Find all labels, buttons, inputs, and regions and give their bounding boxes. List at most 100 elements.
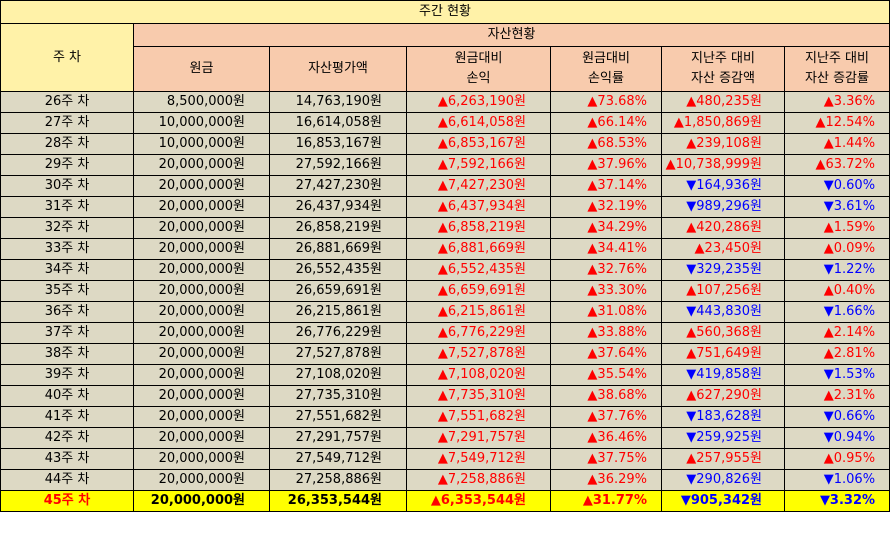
rate-cell[interactable]: ▲66.14%: [550, 112, 662, 134]
week-cell[interactable]: 30주 차: [0, 175, 134, 197]
week-cell[interactable]: 43주 차: [0, 448, 134, 470]
rate-cell[interactable]: ▲34.41%: [550, 238, 662, 260]
principal-cell[interactable]: 8,500,000원: [133, 91, 270, 113]
week-cell[interactable]: 33주 차: [0, 238, 134, 260]
weekly-change-column-header[interactable]: 지난주 대비 자산 증감액: [661, 46, 785, 92]
weekly-rate-cell[interactable]: ▼1.53%: [783, 364, 891, 386]
week-cell[interactable]: 28주 차: [0, 133, 134, 155]
valuation-cell[interactable]: 27,551,682원: [269, 406, 407, 428]
table-title[interactable]: 주간 현황: [0, 0, 891, 24]
principal-cell[interactable]: 20,000,000원: [133, 448, 270, 470]
weekly-change-cell[interactable]: ▲1,850,869원: [661, 112, 785, 134]
weekly-rate-cell[interactable]: ▼1.22%: [783, 259, 891, 281]
rate-cell[interactable]: ▲37.76%: [550, 406, 662, 428]
weekly-rate-cell[interactable]: ▼3.32%: [783, 490, 891, 512]
weekly-change-cell[interactable]: ▼443,830원: [661, 301, 785, 323]
weekly-rate-cell[interactable]: ▲2.81%: [783, 343, 891, 365]
week-cell[interactable]: 45주 차: [0, 490, 134, 512]
rate-cell[interactable]: ▲73.68%: [550, 91, 662, 113]
principal-cell[interactable]: 20,000,000원: [133, 175, 270, 197]
profit-cell[interactable]: ▲6,853,167원: [406, 133, 551, 155]
rate-cell[interactable]: ▲68.53%: [550, 133, 662, 155]
valuation-cell[interactable]: 26,858,219원: [269, 217, 407, 239]
rate-cell[interactable]: ▲33.88%: [550, 322, 662, 344]
weekly-change-cell[interactable]: ▲10,738,999원: [661, 154, 785, 176]
week-cell[interactable]: 37주 차: [0, 322, 134, 344]
weekly-rate-column-header[interactable]: 지난주 대비 자산 증감률: [783, 46, 891, 92]
valuation-cell[interactable]: 26,881,669원: [269, 238, 407, 260]
rate-cell[interactable]: ▲31.77%: [550, 490, 662, 512]
weekly-change-cell[interactable]: ▲257,955원: [661, 448, 785, 470]
rate-cell[interactable]: ▲37.64%: [550, 343, 662, 365]
rate-column-header[interactable]: 원금대비 손익률: [550, 46, 662, 92]
principal-cell[interactable]: 10,000,000원: [133, 112, 270, 134]
weekly-change-cell[interactable]: ▲627,290원: [661, 385, 785, 407]
valuation-cell[interactable]: 27,108,020원: [269, 364, 407, 386]
weekly-change-cell[interactable]: ▼290,826원: [661, 469, 785, 491]
profit-cell[interactable]: ▲7,549,712원: [406, 448, 551, 470]
profit-cell[interactable]: ▲6,353,544원: [406, 490, 551, 512]
profit-cell[interactable]: ▲7,427,230원: [406, 175, 551, 197]
profit-cell[interactable]: ▲6,858,219원: [406, 217, 551, 239]
weekly-change-cell[interactable]: ▲480,235원: [661, 91, 785, 113]
weekly-change-cell[interactable]: ▼905,342원: [661, 490, 785, 512]
principal-cell[interactable]: 20,000,000원: [133, 490, 270, 512]
weekly-change-cell[interactable]: ▲107,256원: [661, 280, 785, 302]
principal-cell[interactable]: 20,000,000원: [133, 280, 270, 302]
weekly-rate-cell[interactable]: ▼1.66%: [783, 301, 891, 323]
week-cell[interactable]: 42주 차: [0, 427, 134, 449]
asset-status-group-header[interactable]: 자산현황: [132, 23, 891, 47]
principal-cell[interactable]: 20,000,000원: [133, 238, 270, 260]
week-cell[interactable]: 41주 차: [0, 406, 134, 428]
weekly-rate-cell[interactable]: ▲1.59%: [783, 217, 891, 239]
valuation-cell[interactable]: 16,853,167원: [269, 133, 407, 155]
rate-cell[interactable]: ▲37.75%: [550, 448, 662, 470]
weekly-rate-cell[interactable]: ▲3.36%: [783, 91, 891, 113]
principal-cell[interactable]: 20,000,000원: [133, 469, 270, 491]
profit-cell[interactable]: ▲7,108,020원: [406, 364, 551, 386]
profit-cell[interactable]: ▲6,614,058원: [406, 112, 551, 134]
week-cell[interactable]: 31주 차: [0, 196, 134, 218]
weekly-change-cell[interactable]: ▲239,108원: [661, 133, 785, 155]
principal-cell[interactable]: 20,000,000원: [133, 427, 270, 449]
profit-cell[interactable]: ▲6,437,934원: [406, 196, 551, 218]
weekly-change-cell[interactable]: ▲751,649원: [661, 343, 785, 365]
valuation-cell[interactable]: 27,735,310원: [269, 385, 407, 407]
valuation-cell[interactable]: 14,763,190원: [269, 91, 407, 113]
rate-cell[interactable]: ▲38.68%: [550, 385, 662, 407]
rate-cell[interactable]: ▲36.29%: [550, 469, 662, 491]
valuation-cell[interactable]: 27,427,230원: [269, 175, 407, 197]
weekly-rate-cell[interactable]: ▲2.14%: [783, 322, 891, 344]
weekly-change-cell[interactable]: ▲560,368원: [661, 322, 785, 344]
weekly-change-cell[interactable]: ▲23,450원: [661, 238, 785, 260]
weekly-rate-cell[interactable]: ▲63.72%: [783, 154, 891, 176]
principal-cell[interactable]: 20,000,000원: [133, 385, 270, 407]
weekly-rate-cell[interactable]: ▼0.60%: [783, 175, 891, 197]
weekly-rate-cell[interactable]: ▲1.44%: [783, 133, 891, 155]
valuation-cell[interactable]: 26,552,435원: [269, 259, 407, 281]
weekly-rate-cell[interactable]: ▲2.31%: [783, 385, 891, 407]
valuation-cell[interactable]: 27,592,166원: [269, 154, 407, 176]
profit-cell[interactable]: ▲6,215,861원: [406, 301, 551, 323]
valuation-cell[interactable]: 27,549,712원: [269, 448, 407, 470]
weekly-rate-cell[interactable]: ▲12.54%: [783, 112, 891, 134]
week-cell[interactable]: 38주 차: [0, 343, 134, 365]
week-cell[interactable]: 40주 차: [0, 385, 134, 407]
valuation-cell[interactable]: 27,291,757원: [269, 427, 407, 449]
weekly-change-cell[interactable]: ▼259,925원: [661, 427, 785, 449]
weekly-rate-cell[interactable]: ▲0.95%: [783, 448, 891, 470]
rate-cell[interactable]: ▲37.96%: [550, 154, 662, 176]
principal-cell[interactable]: 20,000,000원: [133, 217, 270, 239]
profit-cell[interactable]: ▲6,881,669원: [406, 238, 551, 260]
valuation-cell[interactable]: 26,353,544원: [269, 490, 407, 512]
rate-cell[interactable]: ▲33.30%: [550, 280, 662, 302]
principal-cell[interactable]: 20,000,000원: [133, 322, 270, 344]
week-cell[interactable]: 27주 차: [0, 112, 134, 134]
principal-cell[interactable]: 20,000,000원: [133, 364, 270, 386]
principal-cell[interactable]: 20,000,000원: [133, 154, 270, 176]
week-cell[interactable]: 36주 차: [0, 301, 134, 323]
profit-cell[interactable]: ▲6,552,435원: [406, 259, 551, 281]
week-cell[interactable]: 32주 차: [0, 217, 134, 239]
valuation-cell[interactable]: 26,776,229원: [269, 322, 407, 344]
principal-cell[interactable]: 20,000,000원: [133, 343, 270, 365]
